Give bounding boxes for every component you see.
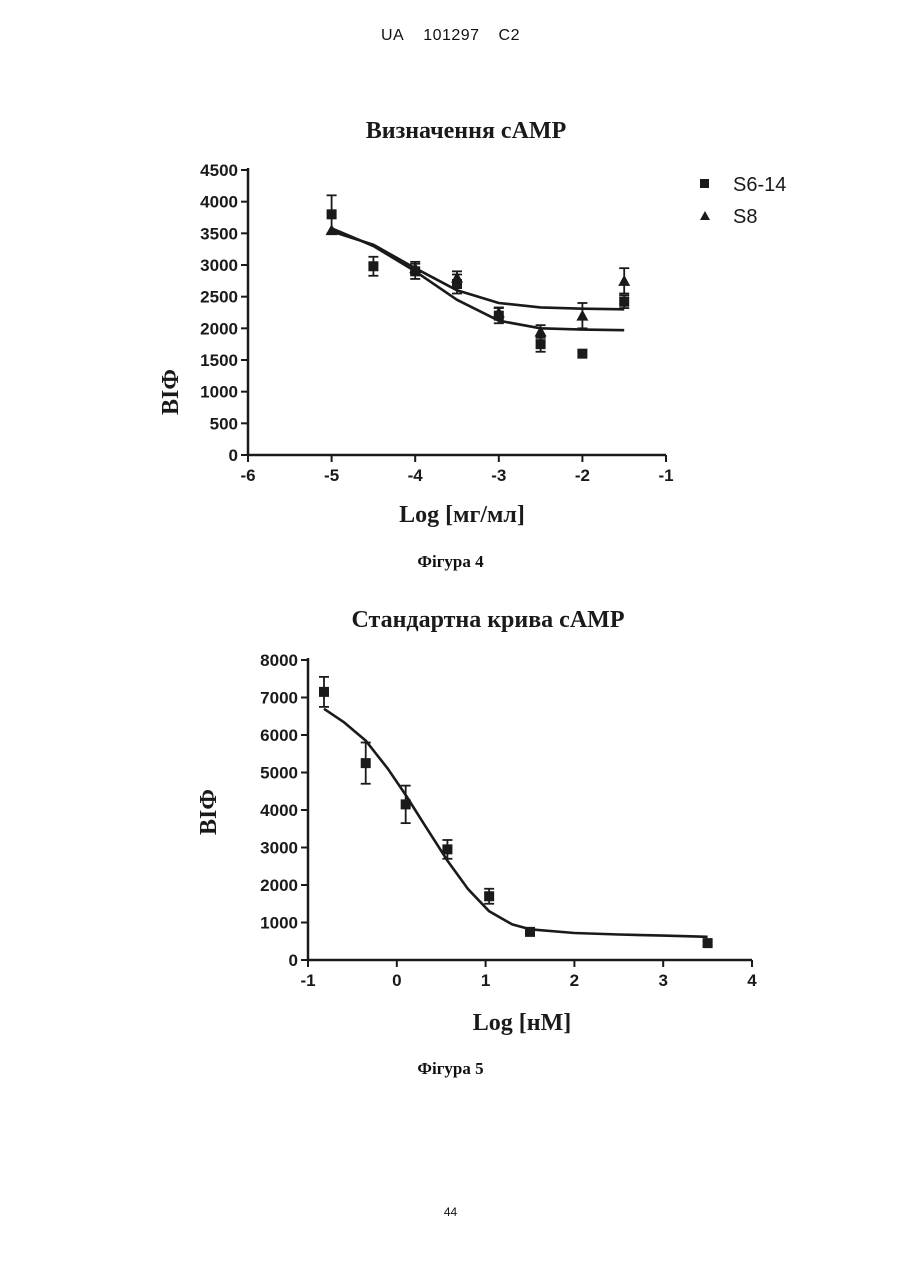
y-tick-label: 2500 bbox=[200, 288, 238, 307]
x-axis-label: Log [мг/мл] bbox=[399, 502, 525, 528]
y-tick-label: 500 bbox=[210, 414, 238, 433]
legend-label-s6-14: S6-14 bbox=[733, 174, 786, 196]
data-point-square bbox=[442, 844, 452, 854]
data-point-square bbox=[327, 209, 337, 219]
y-axis-label: ВІФ bbox=[196, 789, 222, 835]
data-point-triangle bbox=[618, 275, 630, 286]
y-tick-label: 4000 bbox=[260, 801, 298, 820]
x-tick-label: -6 bbox=[240, 466, 255, 485]
patent-kind: C2 bbox=[499, 27, 520, 44]
figure-5-caption: Фігура 5 bbox=[0, 1059, 901, 1079]
y-tick-label: 1000 bbox=[260, 914, 298, 933]
x-axis-label: Log [нМ] bbox=[473, 1010, 571, 1036]
y-tick-label: 7000 bbox=[260, 689, 298, 708]
x-tick-label: -1 bbox=[300, 971, 315, 990]
y-tick-label: 0 bbox=[289, 951, 298, 970]
x-tick-label: -4 bbox=[408, 466, 424, 485]
y-tick-label: 1500 bbox=[200, 351, 238, 370]
y-tick-label: 2000 bbox=[200, 319, 238, 338]
x-tick-label: -2 bbox=[575, 466, 590, 485]
x-tick-label: -3 bbox=[491, 466, 506, 485]
y-tick-label: 2000 bbox=[260, 876, 298, 895]
data-point-square bbox=[525, 927, 535, 937]
data-point-square bbox=[361, 758, 371, 768]
patent-header: UA 101297 C2 bbox=[0, 27, 901, 45]
x-tick-label: 3 bbox=[658, 971, 667, 990]
x-tick-label: -1 bbox=[658, 466, 673, 485]
x-tick-label: 1 bbox=[481, 971, 490, 990]
y-tick-label: 1000 bbox=[200, 383, 238, 402]
y-tick-label: 3000 bbox=[260, 839, 298, 858]
data-point-square bbox=[319, 687, 329, 697]
plot-area: 0 500 1000 1500 2000 2500 3000 3500 4000 4500 -6 -5… bbox=[200, 161, 673, 485]
y-tick-label: 5000 bbox=[260, 764, 298, 783]
figure-4-chart: Визначення cAMP ВІФ Log [мг/мл] S6-14 S8… bbox=[0, 110, 901, 530]
x-tick-label: 2 bbox=[570, 971, 579, 990]
y-tick-label: 4000 bbox=[200, 193, 238, 212]
x-tick-label: -5 bbox=[324, 466, 339, 485]
data-point-square bbox=[577, 349, 587, 359]
chart-title: Стандартна крива cAMP bbox=[352, 607, 625, 633]
x-tick-label: 0 bbox=[392, 971, 401, 990]
patent-country: UA bbox=[381, 27, 404, 44]
data-point-triangle bbox=[576, 310, 588, 321]
y-tick-label: 0 bbox=[229, 446, 238, 465]
legend: S6-14 S8 bbox=[700, 174, 786, 228]
y-tick-label: 3500 bbox=[200, 224, 238, 243]
y-tick-label: 3000 bbox=[200, 256, 238, 275]
x-tick-label: 4 bbox=[747, 971, 757, 990]
y-axis-label: ВІФ bbox=[158, 369, 184, 415]
figure-4-caption: Фігура 4 bbox=[0, 552, 901, 572]
legend-label-s8: S8 bbox=[733, 206, 757, 228]
chart-title: Визначення cAMP bbox=[366, 118, 566, 144]
y-tick-label: 6000 bbox=[260, 726, 298, 745]
data-point-square bbox=[368, 261, 378, 271]
data-point-square bbox=[401, 799, 411, 809]
y-tick-label: 8000 bbox=[260, 651, 298, 670]
plot-area: 010002000300040005000600070008000-101234 bbox=[260, 651, 757, 990]
figure-5-chart: Стандартна крива cAMP ВІФ Log [нМ] 0 1000… bbox=[0, 600, 901, 1040]
data-point-square bbox=[484, 891, 494, 901]
legend-triangle-marker bbox=[700, 211, 710, 220]
patent-number: 101297 bbox=[423, 27, 479, 44]
legend-square-marker bbox=[700, 179, 709, 188]
data-point-square bbox=[703, 938, 713, 948]
page-number: 44 bbox=[0, 1205, 901, 1219]
data-point-triangle bbox=[451, 272, 463, 283]
y-tick-label: 4500 bbox=[200, 161, 238, 180]
data-point-square bbox=[619, 297, 629, 307]
data-point-square bbox=[536, 339, 546, 349]
fit-curve-series bbox=[324, 709, 708, 937]
